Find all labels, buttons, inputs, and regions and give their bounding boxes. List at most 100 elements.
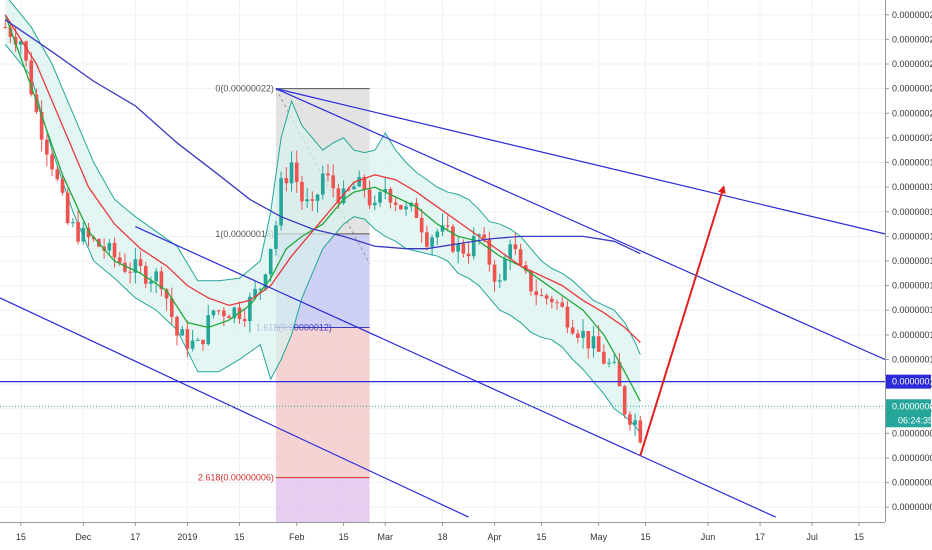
candle-body	[440, 225, 445, 232]
candle-body	[112, 242, 117, 258]
candle-body	[13, 36, 18, 45]
candle-body	[279, 178, 283, 226]
y-tick-label: 0.00000019	[892, 158, 932, 168]
candle-body	[242, 318, 247, 322]
candle-body	[331, 175, 335, 189]
candle-body	[315, 194, 320, 201]
candle-body	[190, 340, 195, 349]
candle-body	[24, 41, 28, 61]
x-tick-label: 18	[437, 532, 447, 542]
candle-body	[107, 242, 112, 251]
candle-body	[133, 259, 138, 273]
x-tick-label: 15	[854, 532, 864, 542]
fib-level-0-label: 0(0.00000022)	[215, 84, 274, 94]
candle-body	[263, 274, 268, 289]
moving-average-1	[4, 14, 641, 402]
x-tick-label: 15	[234, 532, 244, 542]
candle-body	[274, 225, 278, 249]
candle-body	[628, 414, 632, 425]
candle-body	[185, 329, 190, 349]
x-axis[interactable]: 15 Dec 17 2019 15 Feb 15 Mar 18 Apr 15 May 15 Jun 17 Ju…	[0, 522, 885, 550]
x-tick-label: 15	[16, 532, 26, 542]
candle-body	[576, 333, 580, 338]
y-tick-label: 0.00000013	[892, 305, 932, 315]
trendlines	[0, 88, 885, 518]
candle-body	[117, 257, 122, 263]
candle-body	[154, 271, 158, 282]
moving-average-3	[4, 19, 641, 255]
candle-body	[29, 60, 34, 95]
upper-channel-line-top	[275, 88, 885, 235]
candle-body	[310, 199, 315, 201]
x-tick-label: 15	[339, 532, 349, 542]
candle-body	[362, 176, 367, 190]
candle-body	[383, 188, 388, 193]
candle-body	[138, 259, 143, 266]
candle-body	[320, 173, 325, 195]
candle-body	[419, 217, 424, 233]
candle-body	[487, 238, 492, 265]
candle-body	[513, 244, 518, 250]
candle-body	[471, 236, 476, 257]
candle-body	[451, 226, 455, 252]
candle-body	[570, 327, 575, 334]
candle-body	[222, 310, 226, 317]
upper-channel-line-mid	[275, 88, 885, 361]
candle-body	[539, 295, 544, 297]
candle-body	[232, 307, 237, 319]
candle-body	[367, 189, 372, 206]
candle-body	[617, 361, 622, 387]
candle-body	[326, 173, 330, 176]
x-axis-background	[0, 522, 885, 550]
candle-body	[175, 316, 179, 336]
candle-body	[227, 316, 231, 319]
candle-body	[638, 420, 643, 443]
countdown-timer-label: 06:24:35	[898, 415, 932, 425]
candle-body	[357, 176, 362, 187]
candle-body	[253, 289, 257, 297]
candle-body	[602, 351, 606, 364]
moving-averages	[4, 14, 641, 402]
candle-body	[503, 258, 507, 281]
candle-body	[529, 270, 533, 292]
candle-body	[497, 280, 502, 282]
fib-level-2618-label: 2.618(0.00000006)	[198, 473, 274, 483]
x-tick-label: May	[590, 532, 608, 542]
candle-body	[555, 302, 559, 304]
candle-body	[607, 362, 611, 364]
moving-average-2	[4, 14, 641, 343]
y-tick-label: 0.00000005	[892, 502, 932, 512]
candle-body	[294, 162, 299, 182]
candle-body	[19, 41, 23, 45]
bollinger-fill	[5, 0, 641, 434]
y-tick-label: 0.00000016	[892, 231, 932, 241]
x-tick-label: 17	[755, 532, 765, 542]
y-axis[interactable]: 0.00000025 0.00000024 0.00000023 0.00000022…	[885, 0, 932, 550]
fib-zone-1618-2618	[275, 327, 370, 478]
candle-body	[268, 248, 273, 275]
y-tick-label: 0.00000008	[892, 428, 932, 438]
candle-body	[544, 295, 549, 299]
candle-body	[430, 237, 434, 247]
candle-body	[60, 179, 65, 193]
candle-body	[581, 331, 585, 338]
bollinger-bands	[4, 0, 641, 434]
y-tick-label: 0.00000017	[892, 207, 932, 217]
candle-body	[492, 264, 497, 282]
candle-body	[45, 139, 49, 155]
x-tick-label: 15	[536, 532, 546, 542]
candle-body	[612, 361, 617, 363]
candle-body	[596, 336, 601, 352]
current-price-badge	[886, 399, 931, 428]
x-tick-label: 17	[130, 532, 140, 542]
y-tick-label: 0.00000022	[892, 84, 932, 94]
candle-body	[565, 306, 570, 328]
candle-body	[305, 199, 309, 202]
candle-body	[466, 253, 471, 257]
candle-body	[550, 298, 554, 303]
candle-body	[393, 202, 398, 205]
candle-body	[71, 222, 75, 224]
x-tick-label: 15	[641, 532, 651, 542]
candle-body	[414, 202, 419, 218]
